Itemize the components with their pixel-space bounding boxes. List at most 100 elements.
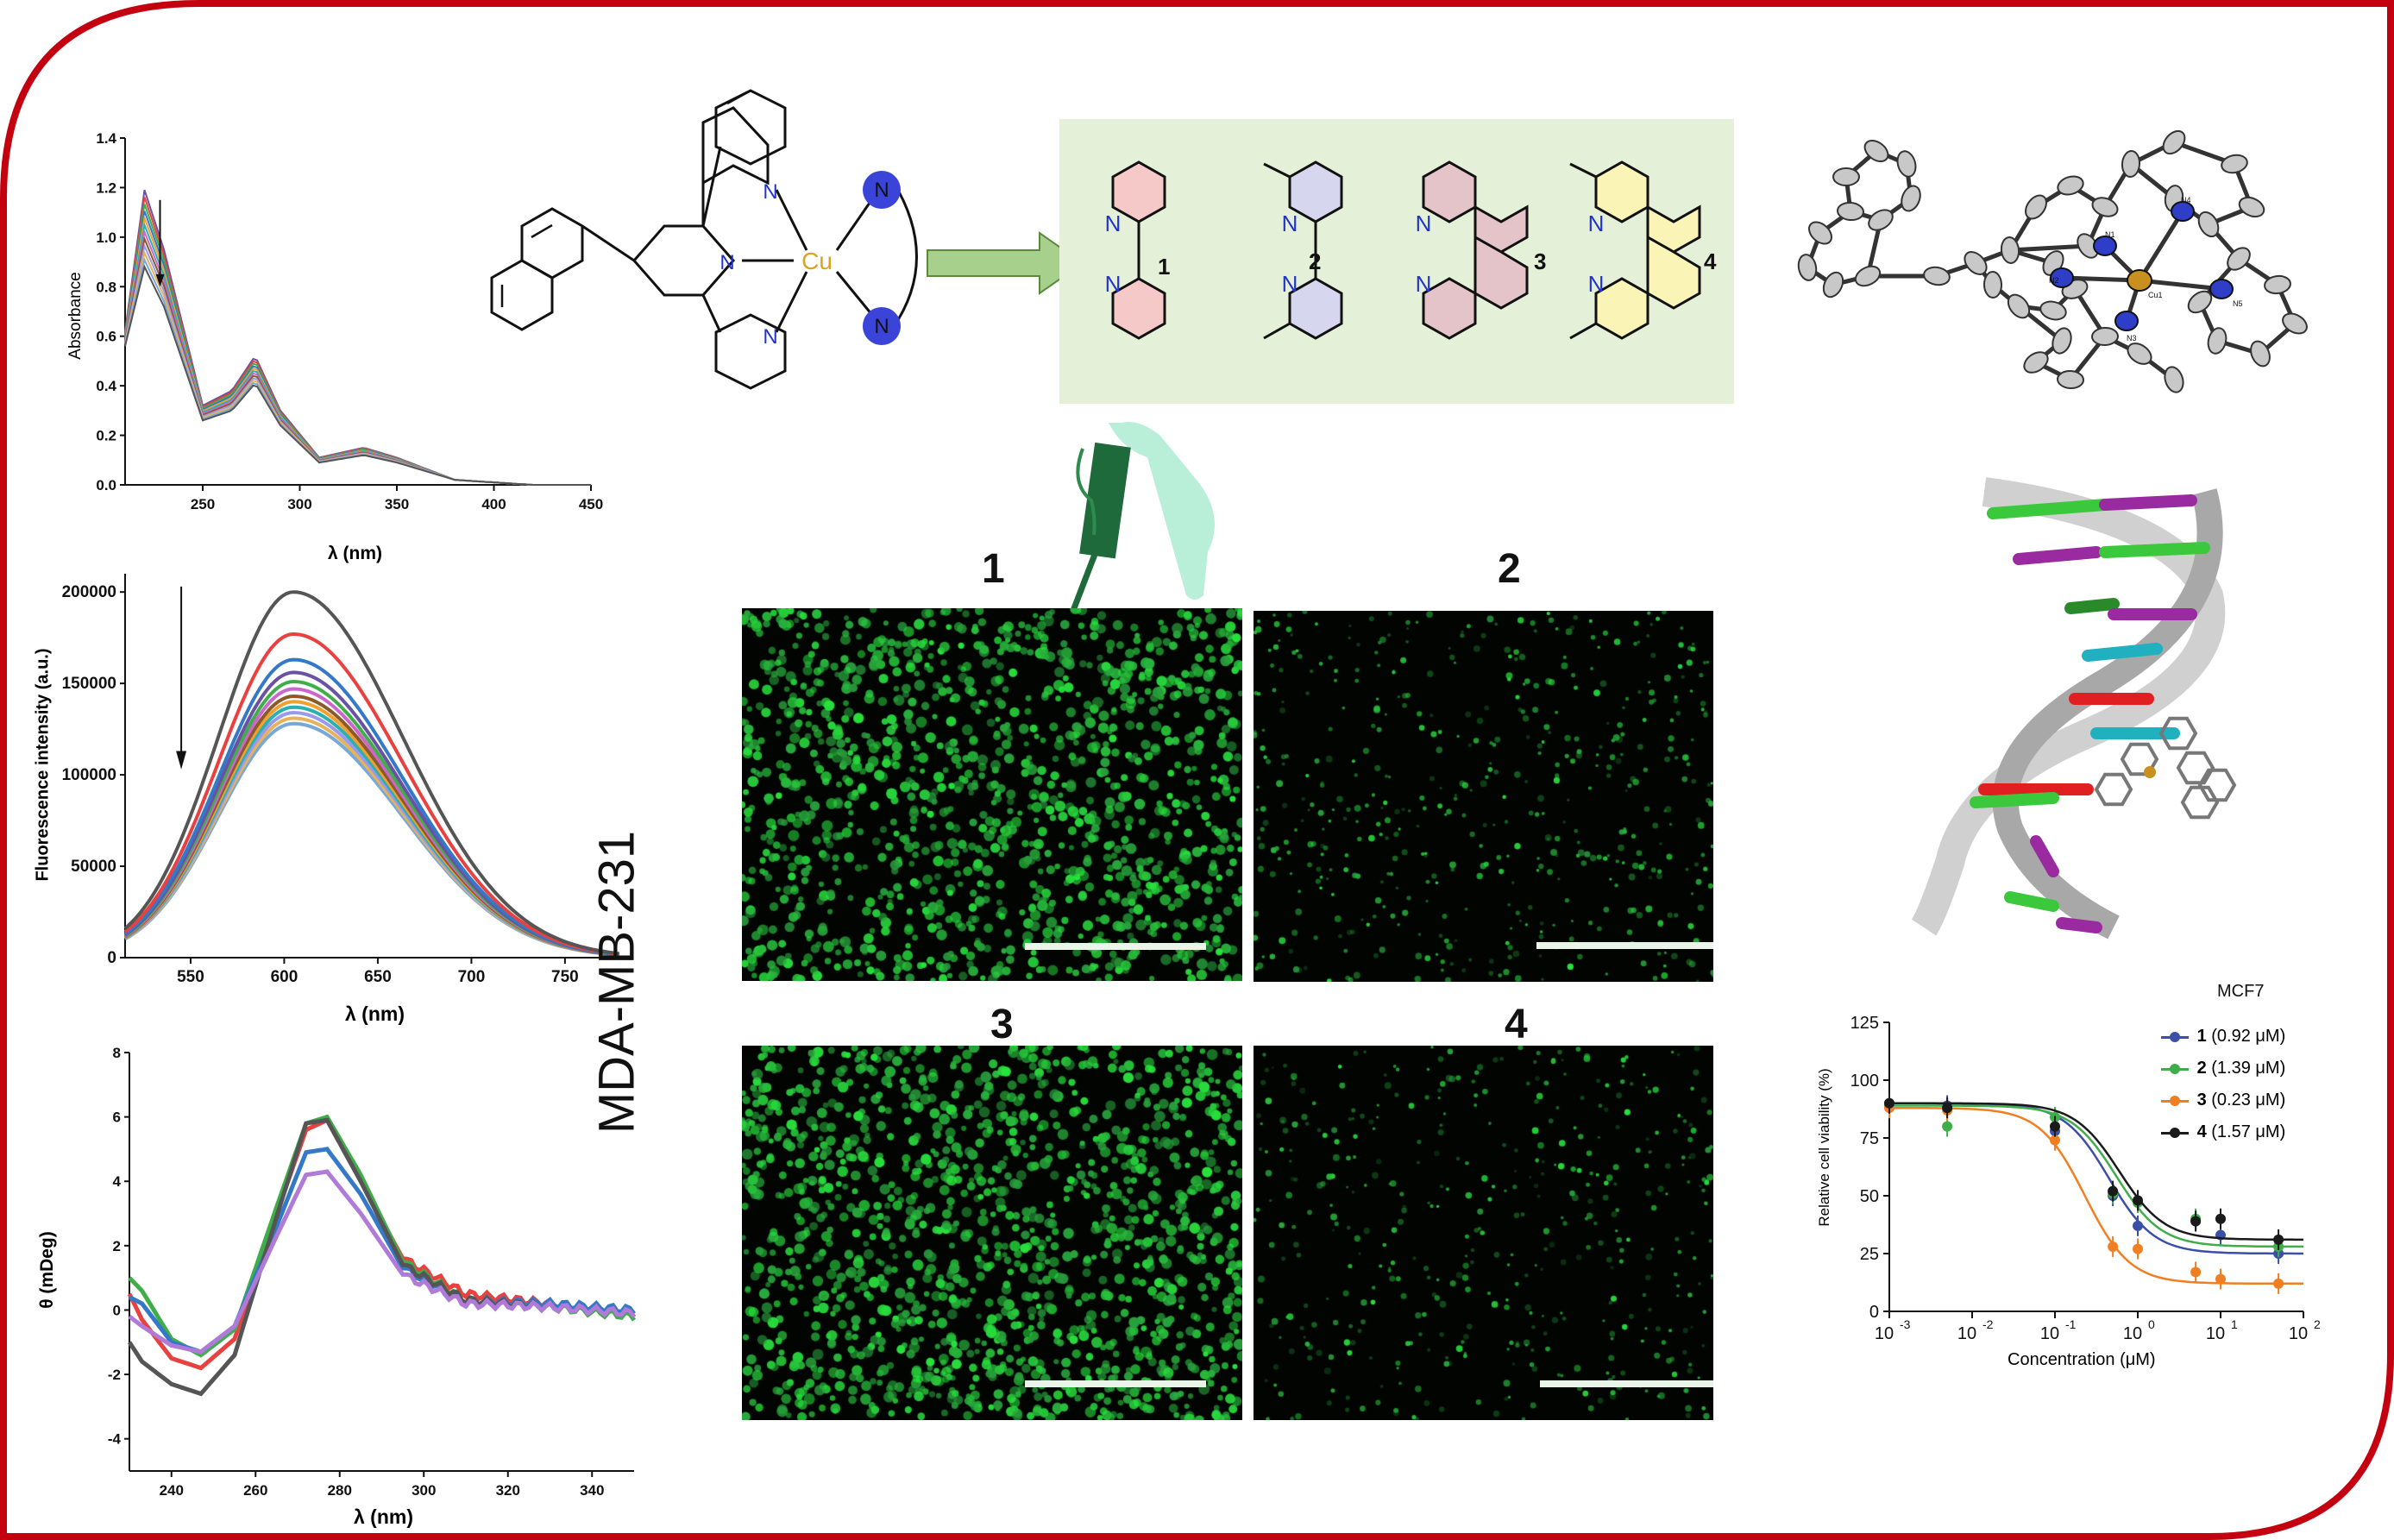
absorbance-series <box>124 214 591 486</box>
x-tick-label: 700 <box>458 968 486 986</box>
absorbance-series <box>124 264 591 486</box>
data-point <box>2133 1243 2143 1254</box>
legend-item: 4 (1.57 μM) <box>2161 1122 2285 1154</box>
legend-value: (0.23 μM) <box>2211 1091 2286 1109</box>
micro-image-3 <box>742 1046 1242 1420</box>
legend-value: (1.39 μM) <box>2211 1059 2286 1078</box>
legend-marker <box>2161 1064 2189 1074</box>
fluorescence-series <box>123 679 619 957</box>
scale-bar <box>1025 943 1206 950</box>
y-tick-label: 100 <box>1850 1072 1879 1091</box>
viability-legend: 1 (0.92 μM) 2 (1.39 μM) 3 (0.23 μM) 4 (1… <box>2161 1027 2285 1154</box>
cd-series <box>128 1114 637 1358</box>
legend-dot <box>2170 1064 2180 1074</box>
y-tick-label: 0.4 <box>96 378 116 394</box>
fluorescence-series <box>123 632 619 956</box>
data-point <box>2108 1185 2119 1197</box>
x-tick-label: 600 <box>271 968 298 986</box>
y-tick-label: 1.2 <box>96 179 116 196</box>
y-tick-label: 50 <box>1860 1187 1879 1206</box>
x-tick-exponent: -3 <box>1900 1317 1911 1331</box>
x-tick-label: 10 <box>2123 1324 2142 1343</box>
y-tick-label: 0 <box>113 1302 121 1318</box>
y-tick-label: 8 <box>113 1045 121 1061</box>
x-tick-label: 10 <box>1875 1324 1894 1343</box>
fluorescence-series <box>123 590 620 956</box>
micro-image-1 <box>742 608 1242 981</box>
y-tick-label: 0 <box>1869 1303 1879 1322</box>
arrow-head-icon <box>176 751 187 770</box>
legend-num: 2 <box>2196 1059 2207 1078</box>
data-point <box>2133 1220 2143 1231</box>
absorbance-chart: 0.0 0.2 0.4 0.6 0.8 1.0 1.2 1.4 250 300 350 400 450 … <box>52 121 613 578</box>
y-tick-label: 2 <box>113 1238 121 1254</box>
x-tick-label: 250 <box>191 496 215 512</box>
micro-panel-number: 1 <box>982 546 1005 592</box>
x-tick-exponent: 0 <box>2148 1317 2155 1331</box>
micro-panel-number: 3 <box>990 1002 1014 1047</box>
micro-panel-number: 2 <box>1498 546 1521 592</box>
x-tick-label: 280 <box>328 1482 352 1499</box>
x-tick-label: 550 <box>177 968 204 986</box>
legend-dot <box>2170 1096 2180 1106</box>
y-tick-label: 0.0 <box>96 477 116 493</box>
absorbance-series <box>124 229 591 486</box>
micro-image-4 <box>1254 1046 1713 1420</box>
data-point <box>1884 1097 1894 1109</box>
x-tick-exponent: -1 <box>2065 1317 2077 1331</box>
data-point <box>2215 1213 2226 1224</box>
x-tick-label: 650 <box>364 968 392 986</box>
cd-series <box>128 1147 637 1355</box>
y-tick-label: -4 <box>108 1431 122 1448</box>
x-tick-label: 320 <box>496 1482 520 1499</box>
data-point <box>2215 1273 2226 1285</box>
scale-bar <box>1540 1380 1713 1387</box>
viability-xlabel: Concentration (μM) <box>2008 1350 2156 1369</box>
data-point <box>2190 1216 2202 1227</box>
y-tick-label: 25 <box>1860 1245 1879 1264</box>
y-tick-label: 0.6 <box>96 329 116 345</box>
y-tick-label: 0.8 <box>96 279 116 295</box>
y-tick-label: 125 <box>1850 1014 1879 1033</box>
absorbance-series <box>124 222 591 486</box>
absorbance-xlabel: λ (nm) <box>328 544 382 563</box>
legend-num: 1 <box>2196 1027 2207 1046</box>
data-point <box>2273 1234 2284 1245</box>
x-tick-label: 350 <box>385 496 409 512</box>
data-point <box>1942 1103 1953 1114</box>
cd-ylabel: θ (mDeg) <box>37 1231 57 1309</box>
fit-curve <box>1889 1104 2303 1248</box>
scale-bar <box>1025 1380 1206 1387</box>
legend-marker <box>2161 1128 2189 1138</box>
arrow-head-icon <box>155 273 165 287</box>
data-point <box>1942 1121 1953 1132</box>
y-tick-label: -2 <box>108 1367 121 1383</box>
x-tick-exponent: -2 <box>1982 1317 1994 1331</box>
legend-marker <box>2161 1096 2189 1106</box>
viability-chart: 0 25 50 75 100 125 10 -3 10 -2 10 -1 10 0 10 1 10 2 MCF7 … <box>1803 975 2355 1389</box>
fluorescence-series <box>123 657 620 957</box>
y-tick-label: 200000 <box>62 583 116 601</box>
fit-curve <box>1889 1106 2303 1285</box>
fluorescence-chart: 0 50000 100000 150000 200000 550 600 650 700 750 … <box>9 552 638 1035</box>
x-tick-label: 240 <box>160 1482 184 1499</box>
absorbance-ylabel: Absorbance <box>66 272 85 360</box>
legend-item: 2 (1.39 μM) <box>2161 1059 2285 1091</box>
x-tick-label: 450 <box>579 496 603 512</box>
absorbance-series <box>124 211 591 486</box>
data-point <box>2050 1135 2060 1146</box>
legend-dot <box>2170 1128 2180 1138</box>
x-tick-label: 10 <box>1957 1324 1976 1343</box>
x-tick-label: 10 <box>2040 1324 2059 1343</box>
y-tick-label: 4 <box>113 1173 122 1190</box>
data-point <box>2133 1195 2143 1206</box>
x-tick-label: 300 <box>287 496 311 512</box>
y-tick-label: 50000 <box>71 858 116 876</box>
absorbance-series <box>124 204 591 486</box>
legend-dot <box>2170 1032 2180 1042</box>
y-tick-label: 1.0 <box>96 229 116 246</box>
fluorescence-ylabel: Fluorescence intensity (a.u.) <box>33 648 53 882</box>
viability-ylabel: Relative cell viability (%) <box>1816 1068 1832 1227</box>
y-tick-label: 75 <box>1860 1129 1879 1148</box>
